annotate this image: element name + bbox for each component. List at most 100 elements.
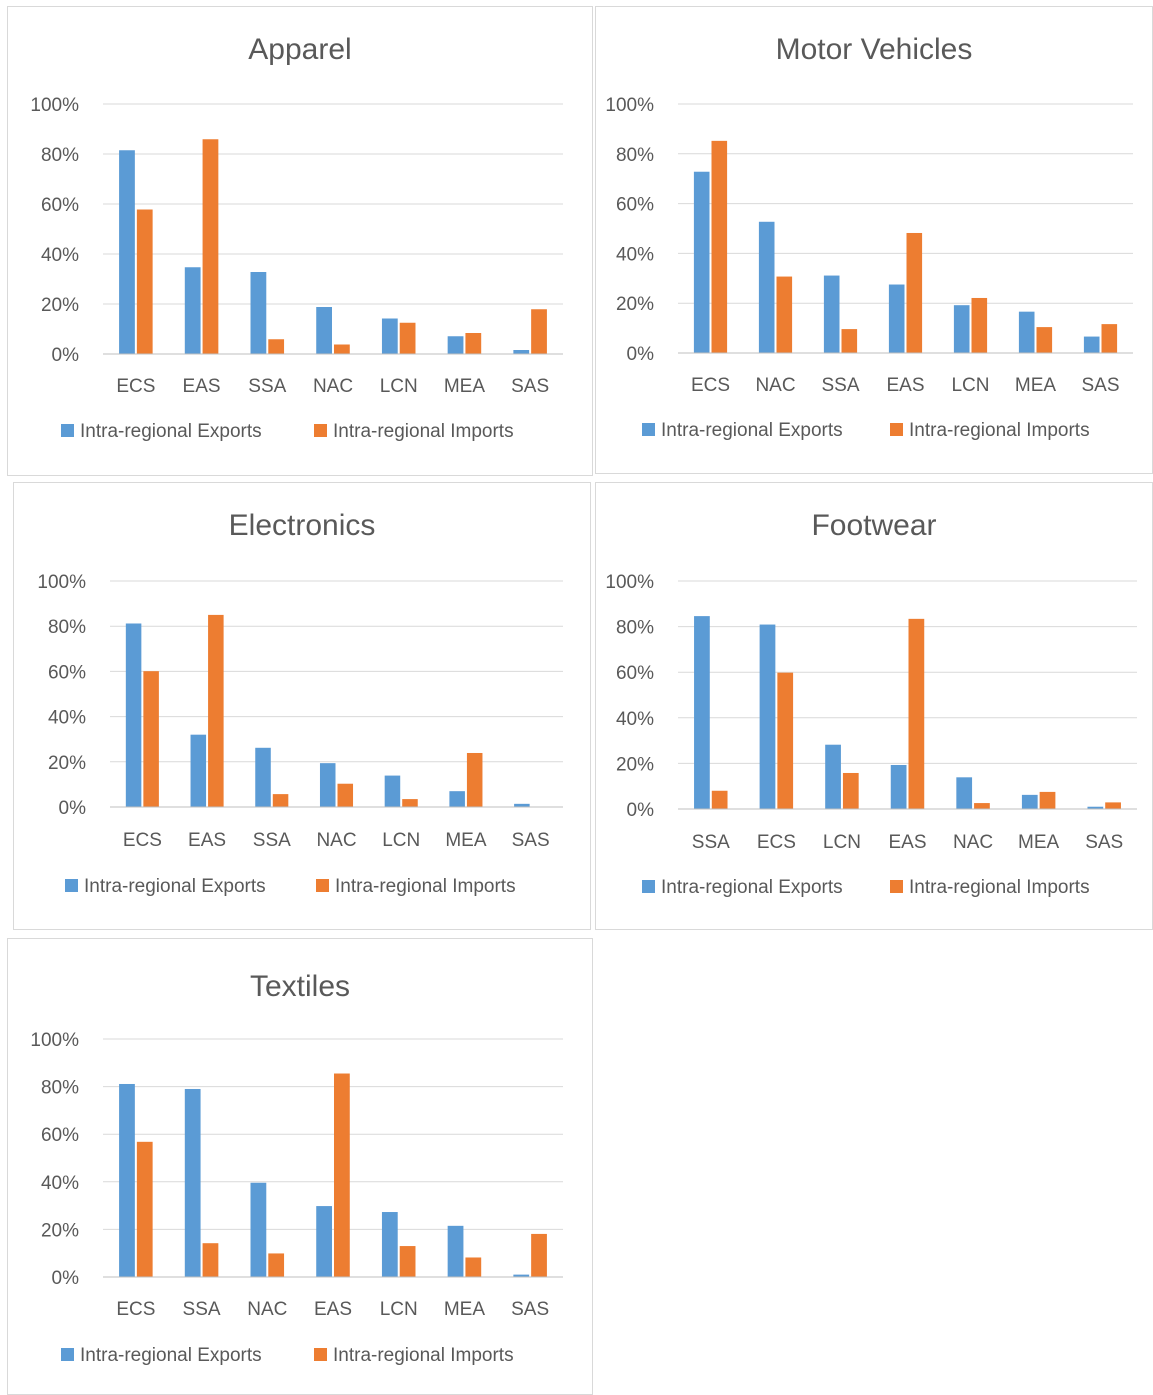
y-tick-label: 100%	[605, 95, 654, 116]
x-category-label: SAS	[512, 830, 550, 851]
y-tick-label: 100%	[37, 572, 86, 593]
y-tick-label: 80%	[41, 1078, 79, 1099]
legend-label-exports: Intra-regional Exports	[80, 1345, 262, 1366]
y-tick-label: 0%	[52, 345, 80, 366]
legend-label-exports: Intra-regional Exports	[661, 420, 843, 441]
y-tick-label: 40%	[41, 1173, 79, 1194]
bar-exports-eas	[890, 764, 907, 809]
bar-chart-svg: Textiles 0% 20% 40% 60% 80% 100% ECS SSA NAC EAS LC…	[30, 970, 563, 1366]
bar-imports-mea	[465, 333, 482, 354]
bar-exports-ssa	[694, 616, 710, 809]
bar-imports-nac	[337, 783, 354, 807]
y-tick-label: 20%	[616, 294, 654, 315]
bar-imports-ssa	[272, 794, 289, 807]
legend-swatch-imports	[314, 424, 327, 437]
y-tick-label: 40%	[41, 245, 79, 266]
bar-imports-nac	[974, 803, 990, 809]
y-tick-label: 60%	[616, 195, 654, 216]
x-category-label: MEA	[1018, 832, 1060, 853]
bar-imports-lcn	[842, 772, 859, 809]
bar-imports-mea	[1036, 327, 1053, 353]
legend-swatch-imports	[316, 879, 329, 892]
bar-exports-ecs	[119, 1083, 135, 1277]
y-tick-label: 80%	[41, 145, 79, 166]
bar-imports-mea	[466, 752, 483, 807]
bar-imports-lcn	[399, 1246, 416, 1277]
bar-imports-ecs	[777, 672, 794, 809]
bar-imports-ecs	[136, 1141, 153, 1277]
x-category-label: NAC	[316, 830, 356, 851]
bar-imports-sas	[531, 1233, 547, 1277]
x-category-label: SSA	[248, 376, 286, 397]
legend-swatch-exports	[642, 880, 655, 893]
x-category-label: ECS	[691, 375, 730, 396]
y-tick-label: 60%	[616, 663, 654, 684]
bar-exports-nac	[250, 1182, 267, 1277]
x-category-label: MEA	[1015, 375, 1057, 396]
y-tick-label: 20%	[41, 295, 79, 316]
legend-swatch-imports	[890, 423, 903, 436]
x-category-label: SAS	[511, 1299, 549, 1320]
bar-exports-ssa	[184, 1088, 201, 1277]
y-tick-label: 60%	[48, 662, 86, 683]
x-category-label: EAS	[314, 1299, 352, 1320]
bar-imports-nac	[334, 344, 350, 354]
bar-exports-ssa	[250, 272, 267, 354]
bar-exports-ssa	[255, 747, 271, 807]
y-tick-label: 20%	[616, 754, 654, 775]
bar-exports-mea	[449, 791, 465, 807]
chart-title: Electronics	[229, 509, 376, 542]
x-category-label: SSA	[821, 375, 859, 396]
x-category-label: SSA	[183, 1299, 221, 1320]
chart-title: Footwear	[811, 509, 936, 542]
y-tick-label: 80%	[48, 617, 86, 638]
bar-exports-lcn	[953, 305, 970, 353]
bar-imports-ecs	[711, 140, 728, 353]
bar-chart-svg: Motor Vehicles 0% 20% 40% 60% 80% 100% ECS NAC SS…	[605, 33, 1133, 441]
y-tick-label: 80%	[616, 145, 654, 166]
bar-exports-sas	[513, 1274, 530, 1277]
legend-swatch-exports	[642, 423, 655, 436]
legend-label-imports: Intra-regional Imports	[909, 420, 1090, 441]
bar-exports-ecs	[759, 624, 776, 809]
legend-swatch-exports	[65, 879, 78, 892]
y-tick-label: 80%	[616, 618, 654, 639]
x-category-label: EAS	[886, 375, 924, 396]
chart-panel-footwear: Footwear 0% 20% 40% 60% 80% 100% SSA ECS LCN EAS NA…	[595, 482, 1153, 930]
bar-imports-nac	[776, 276, 793, 353]
bar-exports-mea	[447, 336, 464, 354]
bar-exports-mea	[447, 1225, 464, 1277]
bar-exports-nac	[316, 307, 332, 354]
bar-imports-ecs	[143, 671, 159, 807]
legend-swatch-exports	[61, 424, 74, 437]
bar-exports-eas	[888, 284, 905, 353]
x-category-label: SAS	[1081, 375, 1119, 396]
y-tick-label: 40%	[616, 709, 654, 730]
bar-imports-sas	[1101, 324, 1118, 353]
x-category-label: NAC	[755, 375, 795, 396]
x-category-label: SSA	[692, 832, 730, 853]
chart-panel-apparel: Apparel 0% 20% 40% 60% 80% 100% ECS EAS SSA NAC LCN…	[7, 6, 593, 476]
bar-imports-eas	[208, 614, 224, 807]
bar-imports-ssa	[202, 1243, 219, 1277]
x-category-label: ECS	[123, 830, 162, 851]
bar-imports-eas	[908, 618, 925, 809]
y-tick-label: 0%	[52, 1268, 80, 1289]
y-tick-label: 100%	[30, 1030, 79, 1051]
bar-exports-lcn	[825, 744, 841, 809]
legend-swatch-imports	[314, 1348, 327, 1361]
x-category-label: ECS	[116, 376, 155, 397]
chart-panel-textiles: Textiles 0% 20% 40% 60% 80% 100% ECS SSA NAC EAS LC…	[7, 938, 593, 1395]
x-category-label: NAC	[247, 1299, 287, 1320]
bar-imports-ssa	[268, 339, 285, 354]
bar-imports-eas	[334, 1073, 350, 1277]
x-category-label: EAS	[188, 830, 226, 851]
bar-exports-mea	[1021, 794, 1038, 809]
legend-label-exports: Intra-regional Exports	[80, 421, 262, 442]
bar-exports-eas	[190, 734, 207, 807]
x-category-label: LCN	[380, 1299, 418, 1320]
bar-imports-sas	[1105, 802, 1121, 809]
chart-panel-electronics: Electronics 0% 20% 40% 60% 80% 100% ECS EAS SSA NA…	[13, 482, 591, 930]
bar-exports-eas	[184, 267, 201, 354]
bar-exports-sas	[514, 803, 530, 807]
